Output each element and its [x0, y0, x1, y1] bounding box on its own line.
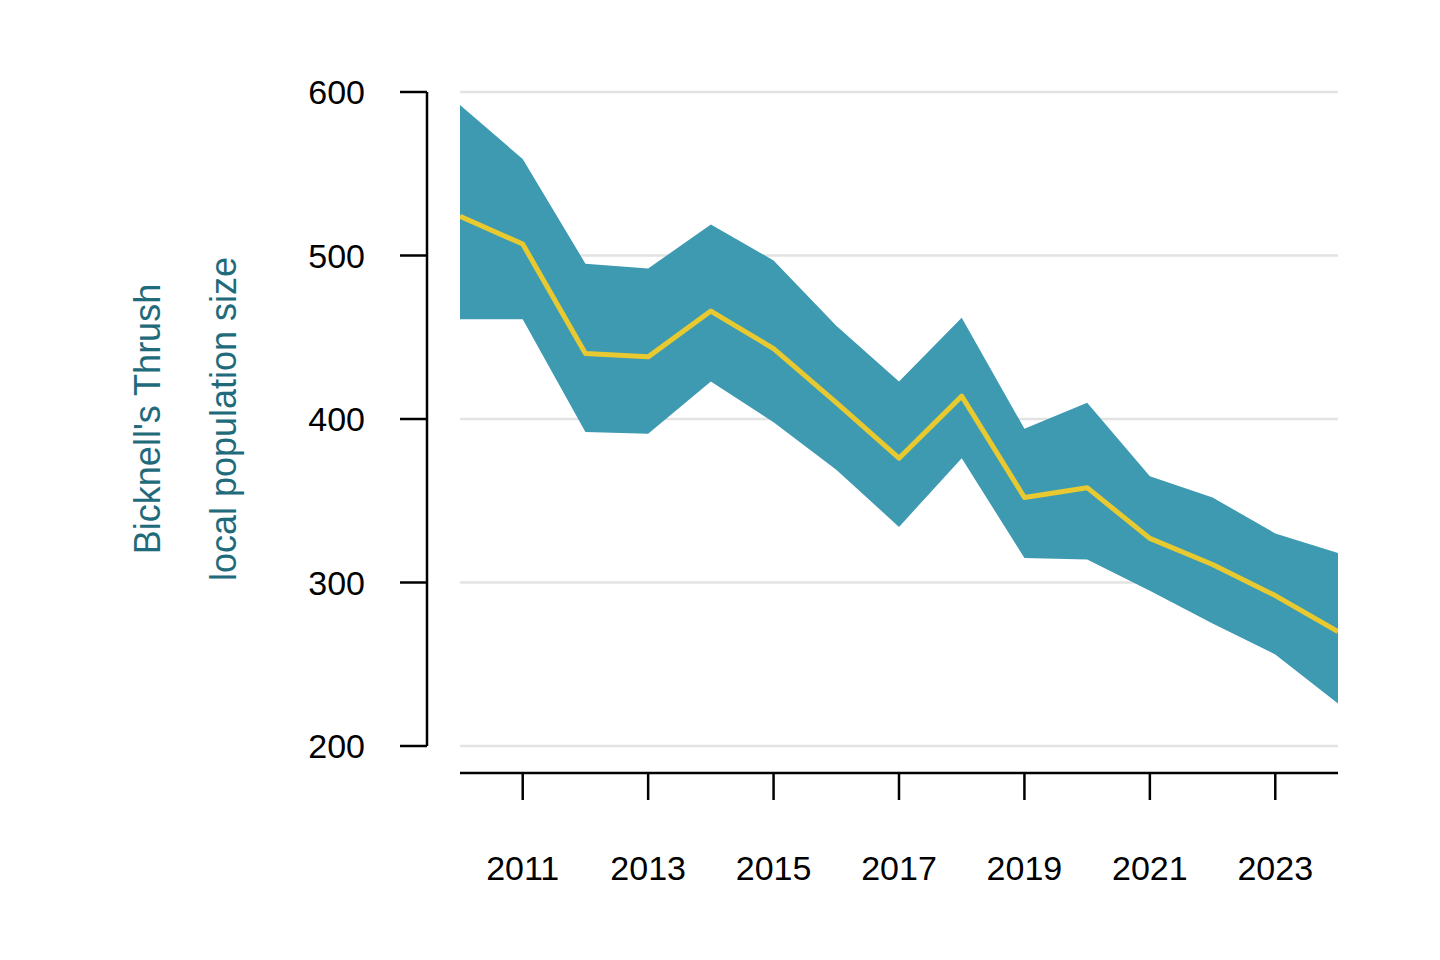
y-tick-label: 600 — [308, 73, 365, 111]
y-tick — [400, 581, 427, 584]
x-tick — [772, 773, 775, 800]
grid-line — [460, 91, 1338, 94]
x-tick — [1149, 773, 1152, 800]
y-tick-label: 300 — [308, 564, 365, 602]
x-tick — [521, 773, 524, 800]
x-tick — [898, 773, 901, 800]
y-axis-label: local population size — [203, 257, 244, 581]
y-tick — [400, 418, 427, 421]
y-tick — [400, 254, 427, 257]
x-tick — [1023, 773, 1026, 800]
x-tick-label: 2013 — [610, 849, 686, 887]
grid-line — [460, 745, 1338, 748]
x-tick-label: 2019 — [987, 849, 1063, 887]
y-axis-label: Bicknell's Thrush — [127, 284, 168, 554]
x-tick-label: 2023 — [1237, 849, 1313, 887]
grid-line — [460, 254, 1338, 257]
x-tick-label: 2015 — [736, 849, 812, 887]
x-tick-label: 2011 — [486, 849, 559, 887]
line — [460, 216, 1338, 631]
chart: 200 300 400 500 600 2011 2013 2015 2017 2019 2021 2… — [0, 0, 1440, 960]
y-tick-label: 200 — [308, 727, 365, 765]
confidence-band — [460, 105, 1338, 703]
y-tick — [400, 91, 427, 94]
y-tick-label: 400 — [308, 400, 365, 438]
y-tick — [400, 745, 427, 748]
x-tick — [647, 773, 650, 800]
x-tick-label: 2021 — [1112, 849, 1188, 887]
y-tick-label: 500 — [308, 237, 365, 275]
x-tick — [1274, 773, 1277, 800]
plot-area — [460, 105, 1338, 703]
x-tick-label: 2017 — [861, 849, 937, 887]
